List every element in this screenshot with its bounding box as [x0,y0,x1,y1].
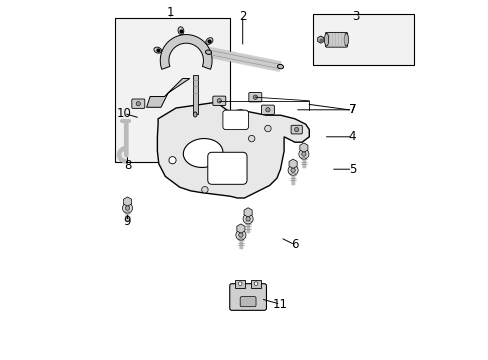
FancyBboxPatch shape [229,284,266,310]
Text: 8: 8 [123,159,131,172]
Circle shape [168,157,176,164]
Ellipse shape [344,33,348,46]
Text: 1: 1 [166,6,174,19]
FancyBboxPatch shape [325,32,347,47]
Circle shape [136,102,140,106]
Polygon shape [123,197,131,206]
Polygon shape [146,78,189,107]
Bar [192,75,197,114]
Ellipse shape [277,64,283,69]
Circle shape [217,99,221,103]
Text: 4: 4 [348,130,356,143]
Circle shape [248,135,254,142]
Polygon shape [244,208,252,217]
Circle shape [298,149,308,159]
FancyBboxPatch shape [261,105,274,114]
Ellipse shape [324,33,328,46]
Bar [115,18,230,162]
Polygon shape [236,224,244,233]
Polygon shape [160,35,212,69]
Polygon shape [317,36,323,43]
Circle shape [238,233,243,237]
Circle shape [238,282,242,285]
Bar [251,280,260,288]
Polygon shape [299,143,307,152]
Circle shape [125,206,129,210]
FancyBboxPatch shape [223,110,248,130]
Ellipse shape [205,50,211,54]
Circle shape [245,217,250,221]
Ellipse shape [205,38,212,44]
Text: 7: 7 [348,103,356,116]
Circle shape [265,108,269,112]
FancyBboxPatch shape [207,152,246,184]
Text: 9: 9 [123,215,131,228]
FancyBboxPatch shape [132,99,144,108]
Text: 11: 11 [272,298,287,311]
Ellipse shape [178,27,183,35]
Text: 7: 7 [348,103,356,116]
Circle shape [294,127,298,132]
Circle shape [253,95,257,99]
Polygon shape [157,103,309,198]
Bar [312,14,413,65]
Circle shape [287,165,298,175]
Circle shape [264,125,270,132]
Ellipse shape [183,139,223,167]
Circle shape [243,214,253,224]
Circle shape [254,282,257,285]
FancyBboxPatch shape [248,93,261,102]
FancyBboxPatch shape [212,96,225,105]
Text: 3: 3 [352,10,359,23]
FancyBboxPatch shape [240,297,256,307]
Text: 2: 2 [239,10,246,23]
Circle shape [201,186,208,193]
FancyBboxPatch shape [290,125,302,134]
Text: 5: 5 [348,163,355,176]
Bar [235,280,244,288]
Text: 10: 10 [116,107,131,120]
Text: 6: 6 [290,238,298,251]
Polygon shape [288,159,297,168]
Circle shape [301,152,305,156]
Circle shape [122,203,132,213]
Circle shape [235,230,245,240]
Ellipse shape [193,112,197,117]
Ellipse shape [154,47,161,53]
Circle shape [290,168,295,172]
